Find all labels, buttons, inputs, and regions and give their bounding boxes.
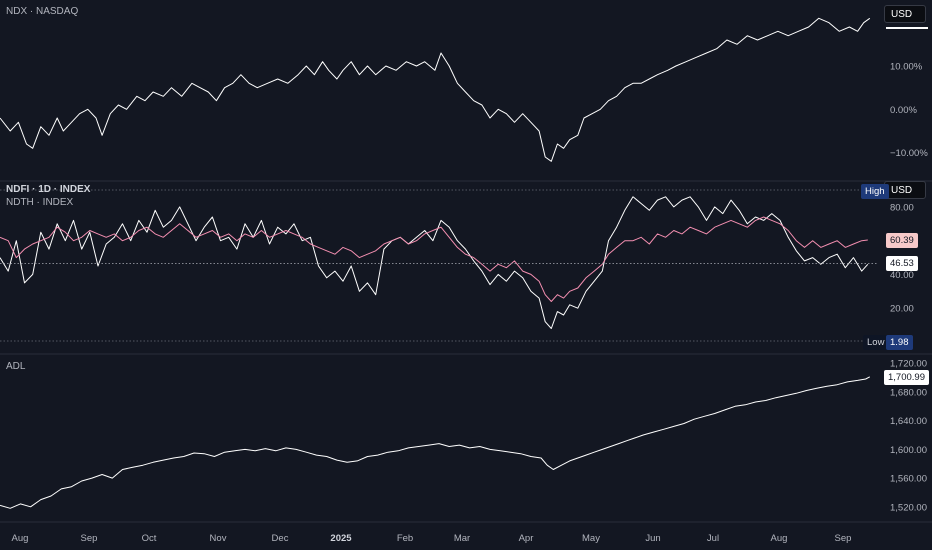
adl-last-value: 1,700.99 [884,369,929,385]
low-value-badge: 1.98 [886,335,913,350]
value-marker: 60.39 [886,233,918,248]
adl-title[interactable]: ADL [6,361,26,372]
ndx-currency-button[interactable]: USD [884,5,926,23]
time-axis-label: Apr [519,533,534,544]
time-axis-label: Sep [81,533,98,544]
time-axis-label: Dec [272,533,289,544]
series-line [0,216,868,302]
ndfi-title[interactable]: NDFI · 1D · INDEX [6,184,91,195]
time-axis-label: Nov [210,533,227,544]
series-line [0,17,871,162]
ndx-title[interactable]: NDX · NASDAQ [6,6,79,17]
y-tick-label: −10.00% [890,148,928,159]
adl-pane: 1,720.00 1,680.00 1,640.00 1,600.00 1,560.00… [0,359,927,513]
y-tick-label: 1,680.00 [890,387,927,398]
y-tick-label: 0.00% [890,105,917,116]
series-line [0,376,871,509]
y-tick-label: 80.00 [890,202,914,213]
ndx-pane: 10.00% 0.00% −10.00% [0,17,928,162]
time-axis-label: May [582,533,600,544]
y-tick-label: 10.00% [890,62,923,73]
breadth-pane: 80.00 40.00 20.00 [0,189,914,342]
series-line [0,196,869,329]
y-tick-label: 1,520.00 [890,502,927,513]
value-marker: 46.53 [886,256,918,272]
currency-indicator [886,27,928,29]
breadth-currency-button[interactable]: USD [884,181,926,199]
time-axis-label: Sep [835,533,852,544]
low-label: Low [863,335,889,350]
y-tick-label: 1,640.00 [890,416,927,427]
time-axis-label: 2025 [330,533,352,544]
y-tick-label: 1,600.00 [890,445,927,456]
time-axis-label: Jul [707,533,719,544]
time-axis-label: Mar [454,533,470,544]
high-badge: High [861,184,889,199]
y-tick-label: 1,560.00 [890,474,927,485]
time-axis-label: Feb [397,533,413,544]
time-axis-label: Aug [12,533,29,544]
time-axis-label: Oct [142,533,157,544]
y-tick-label: 20.00 [890,304,914,315]
time-axis: Aug Sep Oct Nov Dec 2025 Feb Mar Apr May Jun Jul Aug… [0,180,932,544]
y-tick-label: 1,720.00 [890,359,927,370]
time-axis-label: Aug [771,533,788,544]
ndth-title[interactable]: NDTH · INDEX [6,197,74,208]
time-axis-label: Jun [645,533,660,544]
y-tick-label: 40.00 [890,270,914,281]
